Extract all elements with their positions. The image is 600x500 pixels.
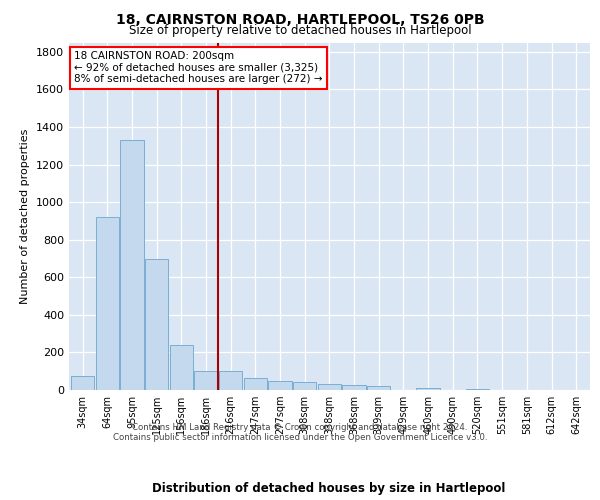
Bar xyxy=(416,388,440,390)
Bar xyxy=(219,371,242,390)
Text: 18 CAIRNSTON ROAD: 200sqm
← 92% of detached houses are smaller (3,325)
8% of sem: 18 CAIRNSTON ROAD: 200sqm ← 92% of detac… xyxy=(74,51,323,84)
Text: Size of property relative to detached houses in Hartlepool: Size of property relative to detached ho… xyxy=(128,24,472,37)
Bar xyxy=(317,384,341,390)
Bar xyxy=(343,386,366,390)
Text: 18, CAIRNSTON ROAD, HARTLEPOOL, TS26 0PB: 18, CAIRNSTON ROAD, HARTLEPOOL, TS26 0PB xyxy=(116,12,484,26)
Y-axis label: Number of detached properties: Number of detached properties xyxy=(20,128,31,304)
Bar xyxy=(367,386,391,390)
Text: Contains HM Land Registry data © Crown copyright and database right 2024.
Contai: Contains HM Land Registry data © Crown c… xyxy=(113,423,487,442)
Bar xyxy=(170,345,193,390)
Bar xyxy=(244,378,267,390)
Bar xyxy=(95,217,119,390)
Bar xyxy=(293,382,316,390)
Bar xyxy=(120,140,143,390)
Bar xyxy=(466,389,489,390)
Bar xyxy=(268,380,292,390)
Bar xyxy=(145,258,169,390)
Bar xyxy=(71,376,94,390)
Text: Distribution of detached houses by size in Hartlepool: Distribution of detached houses by size … xyxy=(152,482,505,495)
Bar xyxy=(194,371,218,390)
